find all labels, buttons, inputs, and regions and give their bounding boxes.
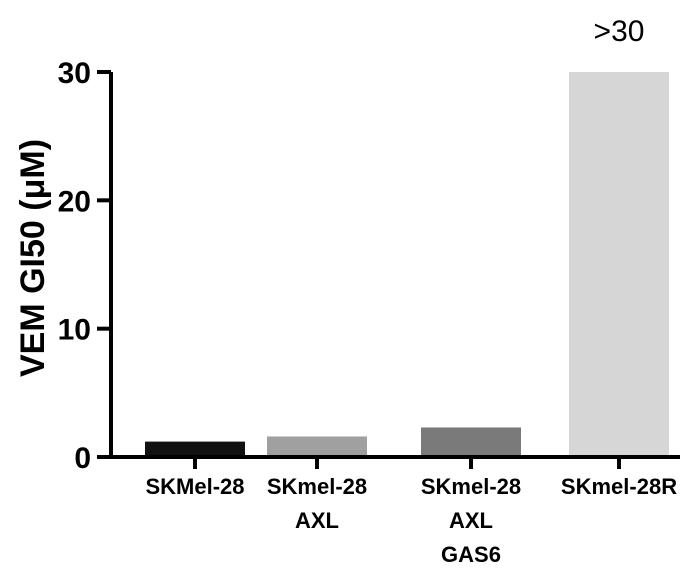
y-axis-title: VEM GI50 (μM) (14, 139, 52, 377)
bar-3 (421, 427, 521, 457)
bars-group (145, 72, 669, 457)
y-tick-label: 20 (58, 185, 91, 218)
y-ticks-group: 0 10 20 30 (58, 57, 111, 475)
y-tick-label: 30 (58, 57, 91, 90)
y-tick-label: 0 (74, 442, 91, 475)
x-category-labels-group: SKMel-28 SKmel-28 AXL SKmel-28 AXL GAS6 SKmel-… (145, 457, 677, 567)
y-tick-label: 10 (58, 314, 91, 347)
x-category-label-2: SKmel-28 AXL (267, 474, 367, 533)
x-category-label-3: SKmel-28 AXL GAS6 (421, 474, 521, 567)
x-category-label-4: SKmel-28R (561, 474, 677, 499)
x-category-label-1: SKMel-28 (145, 474, 244, 499)
axes-group (109, 72, 680, 459)
bar-2 (267, 436, 367, 457)
annotations-group: >30 (594, 15, 645, 48)
bar-1 (145, 441, 245, 457)
bar-4 (569, 72, 669, 457)
bar-annotation: >30 (594, 15, 645, 48)
